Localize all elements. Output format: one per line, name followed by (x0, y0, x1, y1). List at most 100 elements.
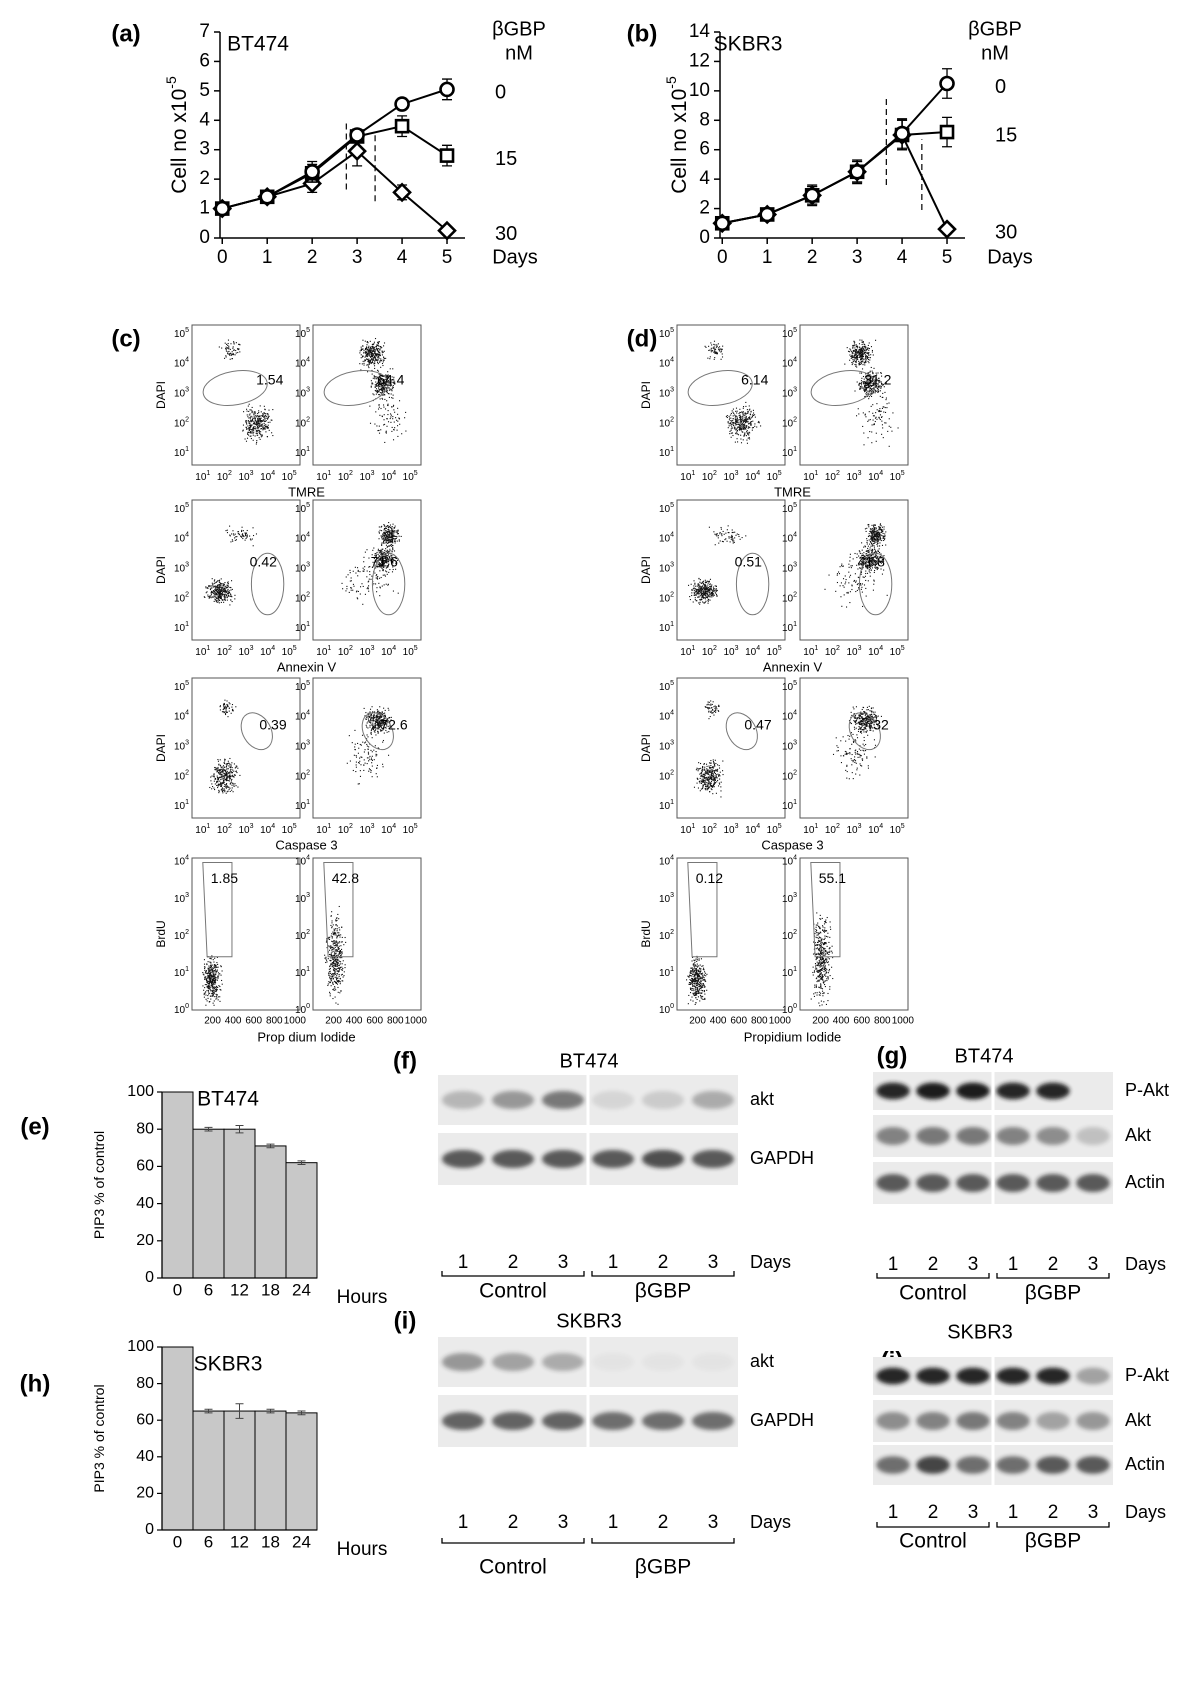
cell-dot (204, 967, 205, 968)
cell-dot (207, 978, 208, 979)
cell-dot (266, 420, 267, 421)
cell-dot (216, 967, 217, 968)
cell-dot (236, 536, 237, 537)
cell-dot (372, 356, 373, 357)
cell-dot (397, 541, 398, 542)
cell-dot (231, 781, 232, 782)
x-tick-label: 101 (316, 645, 331, 657)
cell-dot (376, 354, 377, 355)
y-tick-label-exponent: 5 (306, 680, 310, 687)
cell-dot (204, 978, 205, 979)
cell-dot (229, 711, 230, 712)
cell-dot (233, 533, 234, 534)
cell-dot (216, 962, 217, 963)
x-axis-label: Annexin V (277, 659, 337, 674)
cell-dot (887, 431, 888, 432)
cell-dot (865, 346, 866, 347)
cell-dot (342, 941, 343, 942)
y-tick-label-base: 10 (295, 504, 307, 515)
cell-dot (333, 989, 334, 990)
gate-value: 0.42 (250, 554, 277, 570)
cell-dot (361, 745, 362, 746)
cell-dot (719, 350, 720, 351)
cell-dot (208, 966, 209, 967)
cell-dot (367, 349, 368, 350)
cell-dot (332, 936, 333, 937)
cell-dot (853, 345, 854, 346)
cell-dot (337, 945, 338, 946)
cell-dot (405, 412, 406, 413)
cell-dot (219, 769, 220, 770)
cell-dot (214, 1005, 215, 1006)
cell-dot (708, 350, 709, 351)
cell-dot (250, 425, 251, 426)
cell-dot (344, 967, 345, 968)
cell-dot (244, 532, 245, 533)
panel-label: (h) (20, 1370, 51, 1397)
cell-dot (230, 590, 231, 591)
cell-dot (204, 968, 205, 969)
cell-dot (379, 595, 380, 596)
cell-dot (397, 421, 398, 422)
cell-dot (364, 360, 365, 361)
cell-dot (377, 345, 378, 346)
cell-dot (383, 708, 384, 709)
cell-dot (360, 586, 361, 587)
cell-dot (229, 772, 230, 773)
cell-dot (378, 430, 379, 431)
cell-dot (227, 345, 228, 346)
cell-dot (216, 998, 217, 999)
cell-dot (223, 706, 224, 707)
cell-dot (876, 433, 877, 434)
cell-dot (224, 596, 225, 597)
x-tick-label: 101 (195, 470, 210, 482)
cell-dot (867, 357, 868, 358)
y-tick-label: 102 (174, 417, 189, 429)
cell-dot (371, 576, 372, 577)
x-tick-label: 104 (868, 470, 883, 482)
cell-dot (374, 732, 375, 733)
cell-dot (733, 415, 734, 416)
marker (441, 150, 453, 162)
cell-dot (345, 964, 346, 965)
cell-dot (224, 589, 225, 590)
cell-dot (393, 409, 394, 410)
cell-dot (333, 949, 334, 950)
cell-dot (264, 413, 265, 414)
cell-dot (860, 359, 861, 360)
cell-dot (328, 937, 329, 938)
y-tick-label-exponent: 2 (306, 770, 310, 777)
cell-dot (235, 354, 236, 355)
cell-dot (392, 530, 393, 531)
y-tick-label: 0 (145, 1269, 154, 1286)
cell-dot (873, 391, 874, 392)
cell-dot (719, 346, 720, 347)
cell-dot (249, 414, 250, 415)
cell-dot (730, 414, 731, 415)
cell-dot (252, 538, 253, 539)
cell-dot (388, 537, 389, 538)
cell-dot (343, 976, 344, 977)
cell-dot (223, 788, 224, 789)
cell-dot (253, 433, 254, 434)
cell-dot (368, 721, 369, 722)
cell-dot (750, 421, 751, 422)
cell-dot (872, 388, 873, 389)
cell-dot (246, 409, 247, 410)
cell-dot (268, 415, 269, 416)
cell-dot (334, 943, 335, 944)
cell-dot (246, 441, 247, 442)
cell-dot (337, 1004, 338, 1005)
cell-dot (248, 435, 249, 436)
y-tick-label-exponent: 4 (185, 532, 189, 539)
cell-dot (250, 539, 251, 540)
cell-dot (231, 358, 232, 359)
cell-dot (375, 725, 376, 726)
cell-dot (219, 1001, 220, 1002)
cell-dot (357, 567, 358, 568)
cell-dot (208, 978, 209, 979)
cell-dot (218, 601, 219, 602)
cell-dot (390, 422, 391, 423)
cell-dot (330, 993, 331, 994)
cell-dot (331, 974, 332, 975)
